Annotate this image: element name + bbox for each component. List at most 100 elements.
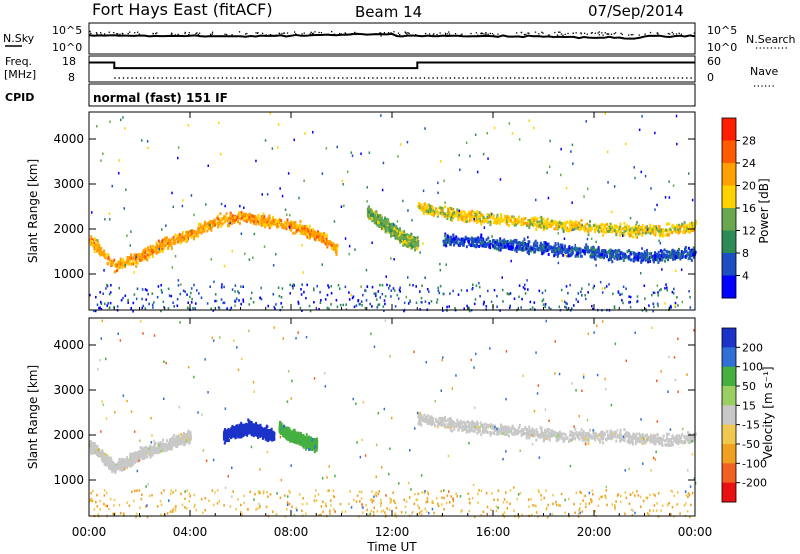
power-cell bbox=[466, 289, 468, 292]
power-cell bbox=[672, 257, 674, 261]
power-cell bbox=[687, 253, 690, 256]
power-cell bbox=[368, 210, 370, 214]
power-cell bbox=[563, 223, 566, 227]
power-cell bbox=[167, 246, 170, 250]
power-cell bbox=[188, 307, 191, 311]
power-cell bbox=[181, 233, 184, 237]
power-cell bbox=[547, 252, 550, 256]
power-cell bbox=[300, 293, 303, 296]
power-cell bbox=[595, 250, 598, 254]
power-cell bbox=[678, 223, 681, 227]
power-cell bbox=[110, 284, 112, 287]
power-cell bbox=[474, 244, 477, 248]
velocity-cell bbox=[98, 451, 101, 455]
power-cell bbox=[565, 306, 568, 309]
power-cell bbox=[655, 228, 658, 231]
power-cell bbox=[569, 283, 571, 287]
power-cell bbox=[104, 218, 106, 221]
power-cell bbox=[506, 292, 509, 295]
noise-dot bbox=[349, 34, 352, 36]
power-cell bbox=[589, 226, 592, 230]
power-cell bbox=[151, 251, 154, 255]
power-cell bbox=[682, 230, 685, 234]
power-cell bbox=[170, 237, 173, 241]
power-cell bbox=[120, 118, 122, 122]
power-cell bbox=[492, 244, 495, 248]
power-cell bbox=[578, 247, 581, 251]
power-cell bbox=[539, 241, 542, 245]
power-cell bbox=[673, 287, 675, 291]
power-cell bbox=[684, 250, 687, 253]
power-cell bbox=[540, 215, 543, 219]
power-cell bbox=[534, 247, 537, 251]
power-cell bbox=[134, 261, 136, 265]
velocity-cell bbox=[132, 462, 135, 466]
noise-dot bbox=[170, 33, 173, 35]
power-cell bbox=[415, 241, 417, 245]
power-cell bbox=[192, 307, 194, 310]
noise-dot bbox=[340, 33, 343, 35]
power-cell bbox=[316, 235, 318, 239]
noise-dot bbox=[415, 34, 417, 36]
power-cell bbox=[478, 217, 481, 221]
power-cell bbox=[177, 284, 180, 287]
power-cell bbox=[174, 241, 177, 245]
power-cell bbox=[519, 219, 522, 223]
power-cell bbox=[685, 224, 688, 228]
power-cell bbox=[463, 240, 466, 244]
power-cell bbox=[636, 295, 639, 298]
power-cell bbox=[149, 248, 152, 252]
power-cell bbox=[335, 246, 338, 250]
power-cell bbox=[527, 220, 530, 224]
power-cell bbox=[403, 235, 406, 239]
power-cell bbox=[207, 223, 210, 227]
power-cell bbox=[316, 232, 319, 236]
power-cell bbox=[339, 303, 342, 307]
power-cell bbox=[602, 233, 604, 237]
noise-dot bbox=[331, 31, 333, 33]
power-cell bbox=[544, 222, 547, 226]
power-cell bbox=[96, 249, 98, 253]
power-cell bbox=[275, 303, 277, 306]
power-cell bbox=[574, 222, 577, 226]
power-cell bbox=[633, 231, 636, 235]
power-cell bbox=[638, 255, 640, 258]
power-cell bbox=[646, 230, 649, 234]
power-cell bbox=[572, 228, 574, 231]
power-cell bbox=[565, 301, 567, 305]
power-cell bbox=[667, 222, 670, 226]
noise-dot bbox=[444, 32, 447, 34]
power-cell bbox=[273, 222, 276, 226]
power-cell bbox=[109, 120, 111, 123]
freq-label-line2: [MHz] bbox=[4, 68, 36, 81]
power-cell bbox=[540, 247, 543, 251]
power-cell bbox=[236, 216, 239, 220]
power-cell bbox=[264, 218, 267, 222]
power-cell bbox=[681, 222, 684, 226]
power-cell bbox=[600, 249, 603, 253]
power-cell bbox=[546, 249, 549, 252]
power-cell bbox=[95, 295, 97, 299]
power-cell bbox=[534, 222, 537, 226]
power-cell bbox=[193, 213, 195, 217]
power-cell bbox=[499, 248, 502, 252]
power-cell bbox=[438, 291, 441, 295]
power-cell bbox=[472, 283, 474, 286]
power-cell bbox=[621, 227, 624, 231]
power-cell bbox=[351, 296, 354, 300]
power-cell bbox=[330, 243, 333, 247]
power-cell bbox=[376, 223, 379, 227]
power-cell bbox=[482, 152, 485, 156]
power-cell bbox=[600, 226, 603, 230]
power-cell bbox=[403, 230, 406, 233]
power-cell bbox=[375, 292, 377, 295]
power-cell bbox=[526, 279, 528, 282]
power-cell bbox=[622, 234, 624, 237]
power-cell bbox=[407, 302, 410, 305]
power-cell bbox=[96, 241, 99, 245]
velocity-cell bbox=[136, 454, 139, 458]
power-cell bbox=[176, 234, 179, 238]
power-cell bbox=[641, 115, 643, 118]
power-cell bbox=[396, 230, 399, 234]
power-cell bbox=[609, 258, 611, 261]
